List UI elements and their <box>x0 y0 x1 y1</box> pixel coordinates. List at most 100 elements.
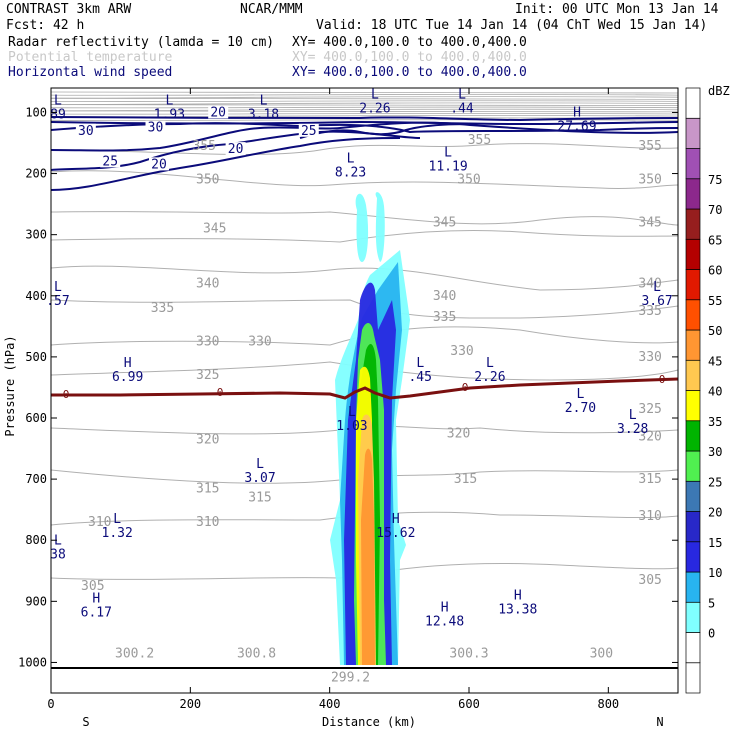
theta-label: 350 <box>196 173 219 188</box>
y-tick-label: 900 <box>25 594 47 608</box>
high-marker: H <box>441 601 449 616</box>
low-marker: L <box>629 408 637 423</box>
zero-contour-labels: 0 0 0 0 <box>63 373 666 401</box>
colorbar-label: 10 <box>708 566 722 580</box>
low-marker: L <box>348 405 356 420</box>
theta-label: 335 <box>433 310 456 325</box>
theta-label: 299.2 <box>331 671 370 686</box>
low-marker: L <box>486 356 494 371</box>
low-marker: L <box>166 93 174 108</box>
zero-contour-label: 0 <box>217 386 224 399</box>
colorbar-swatch <box>685 299 701 331</box>
colorbar-label: 50 <box>708 324 722 338</box>
colorbar-label: 15 <box>708 536 722 550</box>
theta-contour-dense <box>50 93 679 96</box>
field-3-xy: XY= 400.0,100.0 to 400.0,400.0 <box>292 65 527 80</box>
colorbar-swatch <box>685 480 701 512</box>
forecast-hour: Fcst: 42 h <box>6 18 84 33</box>
colorbar-swatch <box>685 511 701 543</box>
speed-label: 20 <box>151 157 167 172</box>
reflectivity-region <box>355 193 369 262</box>
theta-label: 330 <box>248 335 271 350</box>
speed-label: 20 <box>228 142 244 157</box>
model-title: CONTRAST 3km ARW <box>6 2 131 17</box>
low-marker: L <box>458 87 466 102</box>
colorbar-label: 55 <box>708 294 722 308</box>
wind-speed-contour <box>50 137 401 191</box>
speed-label-bg <box>100 154 121 168</box>
colorbar-unit: dBZ <box>708 84 730 98</box>
low-marker: L <box>260 93 268 108</box>
high-low-value: 15.62 <box>376 526 415 541</box>
y-tick-label: 100 <box>25 105 47 119</box>
colorbar-label: 40 <box>708 385 722 399</box>
y-tick-label: 200 <box>25 167 47 181</box>
theta-label: 340 <box>196 277 219 292</box>
colorbar-label: 35 <box>708 415 722 429</box>
theta-label: 310 <box>196 515 219 530</box>
theta-label: 310 <box>88 515 111 530</box>
low-marker: L <box>444 145 452 160</box>
zero-contour-label: 0 <box>63 388 70 401</box>
high-marker: H <box>514 588 522 603</box>
high-low-value: 38 <box>50 547 66 562</box>
colorbar-label: 65 <box>708 233 722 247</box>
theta-label: 345 <box>433 215 456 230</box>
high-low-value: 3.18 <box>248 107 279 122</box>
theta-label: 330 <box>638 350 661 365</box>
x-axis-label: Distance (km) <box>322 715 416 729</box>
colorbar-swatch <box>685 269 701 301</box>
reflectivity-region <box>375 192 385 262</box>
high-low-value: 11.19 <box>429 159 468 174</box>
colorbar-swatch <box>685 148 701 180</box>
direction-north: N <box>656 715 663 729</box>
x-tick-label: 400 <box>319 697 341 711</box>
theta-contour-line <box>50 211 679 226</box>
low-marker: L <box>347 152 355 167</box>
theta-label: 320 <box>638 429 661 444</box>
high-low-value: 1.93 <box>154 107 185 122</box>
theta-label: 355 <box>638 139 661 154</box>
high-low-value: 13.38 <box>498 602 537 617</box>
theta-label: 315 <box>196 481 219 496</box>
theta-label: 300.8 <box>237 646 276 661</box>
low-marker: L <box>113 512 121 527</box>
high-low-value: 3.67 <box>641 294 672 309</box>
colorbar-swatch <box>685 87 701 119</box>
theta-contour-line <box>50 143 679 155</box>
colorbar-label: 25 <box>708 475 722 489</box>
theta-label: 320 <box>447 426 470 441</box>
theta-label: 330 <box>450 344 473 359</box>
y-tick-label: 400 <box>25 289 47 303</box>
field-1-name: Radar reflectivity (lamda = 10 cm) <box>8 35 274 50</box>
colorbar-swatch <box>685 208 701 240</box>
colorbar-swatch <box>685 117 701 149</box>
high-low-value: .57 <box>46 294 69 309</box>
high-low-value: .44 <box>450 101 474 116</box>
reflectivity-region <box>361 448 375 665</box>
theta-contours-upper <box>50 91 679 121</box>
colorbar-label: 5 <box>708 596 715 610</box>
colorbar-label: 0 <box>708 627 715 641</box>
theta-label: 300 <box>590 646 613 661</box>
theta-label: 315 <box>638 472 661 487</box>
high-low-value: 8.23 <box>335 166 366 181</box>
speed-label: 30 <box>148 121 164 136</box>
theta-label: 315 <box>248 490 271 505</box>
theta-label: 300.3 <box>449 646 488 661</box>
high-low-value: 3.07 <box>244 471 275 486</box>
theta-label: 335 <box>151 301 174 316</box>
theta-label: 355 <box>468 133 491 148</box>
low-marker: L <box>54 533 62 548</box>
direction-south: S <box>82 715 89 729</box>
colorbar-label: 60 <box>708 264 722 278</box>
theta-label: 330 <box>196 335 219 350</box>
theta-label: 340 <box>433 289 456 304</box>
high-marker: H <box>124 356 132 371</box>
low-marker: L <box>653 280 661 295</box>
speed-label: 25 <box>301 124 317 139</box>
high-low-value: 6.17 <box>81 606 112 621</box>
